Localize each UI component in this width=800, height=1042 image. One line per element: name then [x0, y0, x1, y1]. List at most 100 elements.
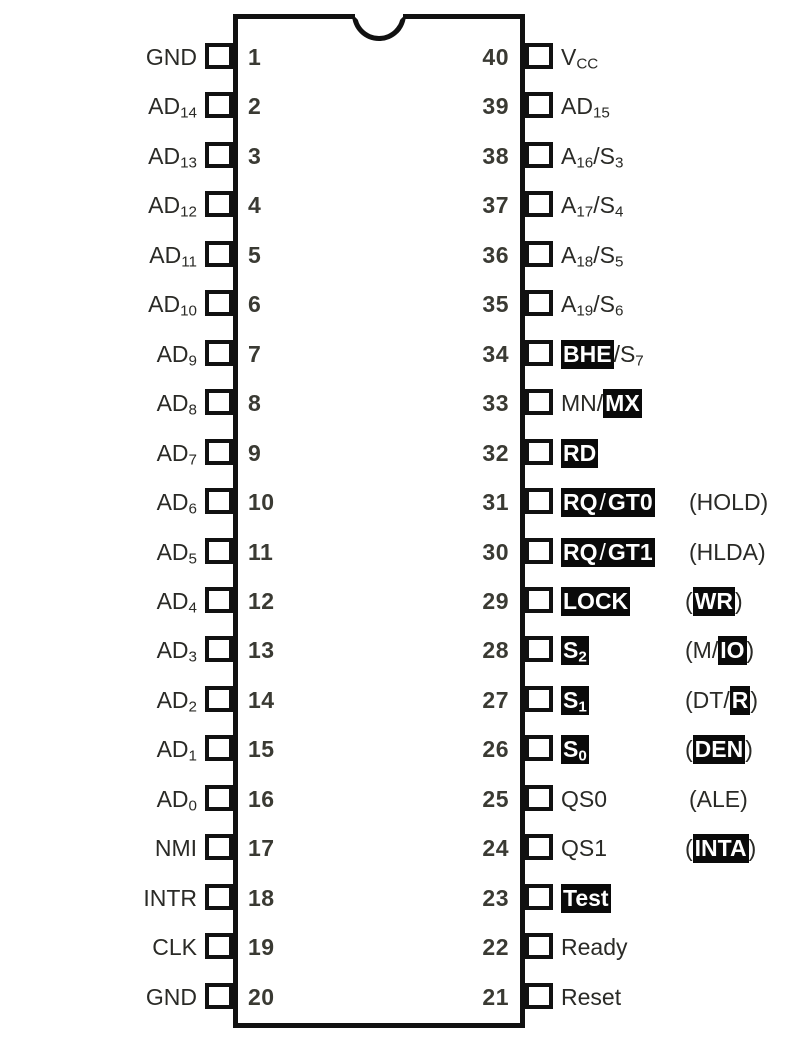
- pin-stub-37: [525, 191, 553, 218]
- pin-label-23: Test: [561, 883, 611, 913]
- pin-number-12: 12: [248, 587, 275, 614]
- pin-label-18: INTR: [143, 884, 197, 911]
- pin-stub-23: [525, 883, 553, 910]
- pin-stub-22: [525, 933, 553, 960]
- pin-number-36: 36: [482, 241, 509, 268]
- chip-top-edge-right: [403, 14, 525, 19]
- pin-number-23: 23: [482, 884, 509, 911]
- pin-stub-1: [205, 43, 233, 69]
- pin-number-20: 20: [248, 983, 275, 1010]
- pin-number-27: 27: [482, 686, 509, 713]
- pin-number-5: 5: [248, 241, 262, 268]
- pin-label-36: A18/S5: [561, 241, 624, 271]
- pin-label-5: AD11: [149, 241, 197, 271]
- pin-stub-31: [525, 488, 553, 515]
- pin-label-15: AD1: [156, 736, 197, 765]
- pin-alt-label-27: (DT/R): [685, 685, 759, 715]
- pin-alt-label-25: (ALE): [689, 785, 748, 812]
- pin-stub-19: [205, 933, 233, 960]
- pin-alt-label-31: (HOLD): [689, 489, 769, 516]
- pin-stub-20: [205, 982, 233, 1009]
- pin-number-10: 10: [248, 489, 275, 516]
- pin-label-13: AD3: [156, 637, 197, 666]
- pin-label-1: GND: [145, 44, 197, 70]
- pin-label-24: QS1: [561, 835, 608, 862]
- pin-number-33: 33: [482, 390, 509, 417]
- pin-stub-30: [525, 537, 553, 564]
- pin-number-29: 29: [482, 587, 509, 614]
- pin-alt-label-28: (M/IO): [685, 636, 755, 666]
- pin-label-30: RQ/GT1: [561, 537, 655, 567]
- pin-label-25: QS0: [561, 785, 608, 812]
- pin-number-9: 9: [248, 439, 262, 466]
- pin-number-19: 19: [248, 934, 275, 961]
- pin-number-26: 26: [482, 736, 509, 763]
- pin-label-27: S1: [561, 685, 589, 716]
- pin-stub-32: [525, 438, 553, 465]
- pin-stub-25: [525, 784, 553, 811]
- pin-stub-15: [205, 735, 233, 762]
- pin-stub-40: [525, 43, 553, 69]
- pin-number-7: 7: [248, 340, 262, 367]
- pin-label-8: AD8: [156, 390, 197, 419]
- pin-stub-9: [205, 438, 233, 465]
- pin-number-32: 32: [482, 439, 509, 466]
- pin-number-38: 38: [482, 142, 509, 169]
- pin-number-3: 3: [248, 142, 262, 169]
- pin-number-24: 24: [482, 835, 509, 862]
- pin-stub-7: [205, 339, 233, 366]
- pin-stub-16: [205, 784, 233, 811]
- pin-label-29: LOCK: [561, 586, 631, 616]
- pin-stub-39: [525, 92, 553, 119]
- pin-label-14: AD2: [156, 686, 197, 716]
- pin-stub-27: [525, 685, 553, 712]
- pin-number-28: 28: [482, 637, 509, 664]
- pin-number-6: 6: [248, 291, 262, 318]
- pin-label-12: AD4: [156, 587, 197, 617]
- pin-alt-label-26: (DEN): [685, 735, 753, 765]
- pin-label-40: VCC: [561, 44, 599, 73]
- pin-number-11: 11: [248, 538, 274, 565]
- pin-number-15: 15: [248, 736, 275, 763]
- pin-stub-33: [525, 389, 553, 416]
- pin-stub-8: [205, 389, 233, 416]
- chip-top-edge-left: [233, 14, 355, 19]
- pin-stub-5: [205, 240, 233, 267]
- pin-stub-34: [525, 339, 553, 366]
- pin-number-4: 4: [248, 192, 262, 219]
- pin-label-21: Reset: [561, 983, 622, 1010]
- pin-number-14: 14: [248, 686, 275, 713]
- pin-alt-label-24: (INTA): [685, 834, 757, 864]
- pin-stub-10: [205, 488, 233, 515]
- pin-label-39: AD15: [561, 93, 610, 122]
- pin-stub-13: [205, 636, 233, 663]
- pin-stub-2: [205, 92, 233, 119]
- pin-label-32: RD: [561, 438, 599, 468]
- pin-stub-17: [205, 834, 233, 861]
- pin-number-35: 35: [482, 291, 509, 318]
- pin-stub-14: [205, 685, 233, 712]
- pin-label-10: AD6: [156, 489, 197, 518]
- pin-stub-36: [525, 240, 553, 267]
- pin-number-21: 21: [482, 983, 509, 1010]
- pin-stub-21: [525, 982, 553, 1009]
- pin-number-13: 13: [248, 637, 275, 664]
- pin-label-16: AD0: [156, 785, 197, 815]
- pin-number-16: 16: [248, 785, 275, 812]
- pin-alt-label-29: (WR): [685, 586, 743, 616]
- pin-stub-4: [205, 191, 233, 218]
- pin-stub-18: [205, 883, 233, 910]
- pin-number-2: 2: [248, 93, 262, 120]
- pin-label-35: A19/S6: [561, 291, 624, 320]
- pin-label-17: NMI: [154, 835, 197, 862]
- pin-number-39: 39: [482, 93, 509, 120]
- chip-body-outline: [233, 14, 525, 1028]
- pin-label-3: AD13: [148, 142, 197, 172]
- pin-label-4: AD12: [148, 192, 197, 221]
- pin-label-19: CLK: [152, 934, 197, 961]
- pin-number-8: 8: [248, 390, 262, 417]
- pin-stub-11: [205, 537, 233, 564]
- pin-label-37: A17/S4: [561, 192, 624, 221]
- pin-number-22: 22: [482, 934, 509, 961]
